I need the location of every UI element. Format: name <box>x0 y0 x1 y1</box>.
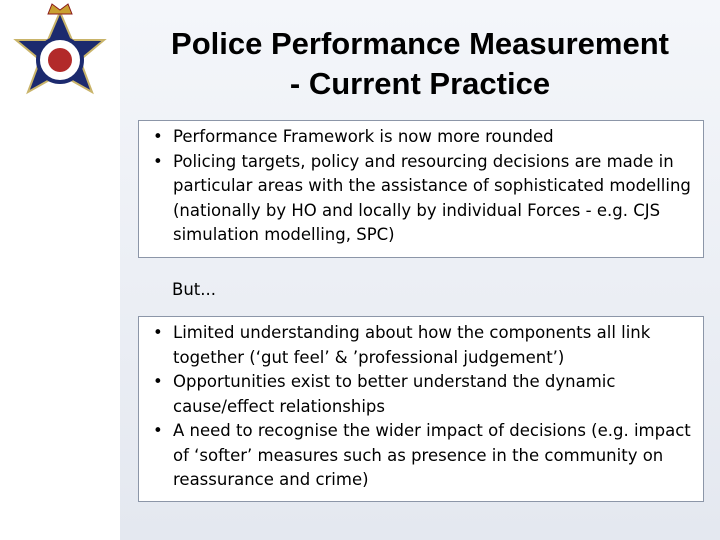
bullet-list: Limited understanding about how the comp… <box>153 321 693 493</box>
bullet: A need to recognise the wider impact of … <box>153 419 693 493</box>
content-box: Performance Framework is now more rounde… <box>138 120 704 258</box>
title-line: Police Performance Measurement <box>171 26 669 61</box>
title-line: - Current Practice <box>289 66 551 101</box>
badge-crown <box>47 3 73 15</box>
bullet: Performance Framework is now more rounde… <box>153 125 693 150</box>
bullet: Policing targets, policy and resourcing … <box>153 150 693 248</box>
bullet: Opportunities exist to better understand… <box>153 370 693 419</box>
title: Police Performance Measurement - Current… <box>130 24 710 104</box>
bullet-list: Performance Framework is now more rounde… <box>153 125 693 248</box>
transition-text: But... <box>172 280 216 299</box>
bullet: Limited understanding about how the comp… <box>153 321 693 370</box>
content-box: Limited understanding about how the comp… <box>138 316 704 502</box>
badge-center <box>48 48 72 72</box>
police-badge <box>13 3 107 95</box>
